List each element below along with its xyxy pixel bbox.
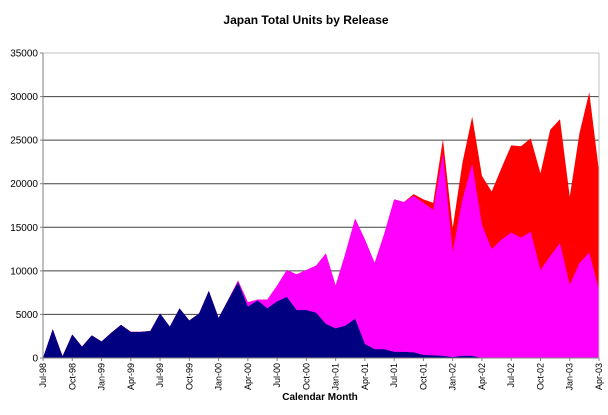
x-tick-label: Oct-99 <box>184 363 194 390</box>
y-tick-label: 25000 <box>10 136 38 147</box>
x-axis-title: Calendar Month <box>282 392 358 403</box>
x-tick-label: Jul-98 <box>38 363 48 388</box>
series-area-2 <box>43 153 599 358</box>
x-tick-label: Jan-00 <box>214 363 224 391</box>
x-tick-label: Apr-99 <box>126 363 136 390</box>
x-tick-label: Oct-02 <box>535 363 545 390</box>
y-tick-label: 35000 <box>10 49 38 60</box>
x-tick-label: Jan-02 <box>448 363 458 391</box>
x-tick-label: Apr-03 <box>594 363 604 390</box>
x-tick-label: Apr-01 <box>360 363 370 390</box>
series-area-1 <box>43 282 599 358</box>
axes <box>42 53 600 359</box>
y-tick-label: 5000 <box>16 310 39 321</box>
stacked-areas <box>43 92 599 359</box>
x-tick-label: Jan-99 <box>97 363 107 391</box>
y-tick-label: 15000 <box>10 223 38 234</box>
chart-title: Japan Total Units by Release <box>223 13 388 27</box>
x-tick-label: Jul-99 <box>155 363 165 388</box>
x-tick-label: Jan-03 <box>565 363 575 391</box>
y-tick-label: 0 <box>32 354 38 365</box>
x-tick-label: Jul-00 <box>272 363 282 388</box>
y-axis-ticks: 0 5000 10000 15000 20000 25000 30000 35000 <box>10 49 43 365</box>
y-tick-label: 10000 <box>10 266 38 277</box>
x-tick-label: Apr-02 <box>477 363 487 390</box>
x-axis-ticks: Jul-98 Oct-98 Jan-99 Apr-99 Jul-99 Oct-99 Jan-… <box>38 358 604 391</box>
x-tick-label: Apr-00 <box>243 363 253 390</box>
x-tick-label: Jul-02 <box>506 363 516 388</box>
x-tick-label: Oct-00 <box>301 363 311 390</box>
gridlines <box>43 52 599 315</box>
y-tick-label: 20000 <box>10 179 38 190</box>
y-tick-label: 30000 <box>10 92 38 103</box>
x-tick-label: Oct-01 <box>418 363 428 390</box>
x-tick-label: Jul-01 <box>389 363 399 388</box>
x-tick-label: Oct-98 <box>67 363 77 390</box>
x-tick-label: Jan-01 <box>331 363 341 391</box>
